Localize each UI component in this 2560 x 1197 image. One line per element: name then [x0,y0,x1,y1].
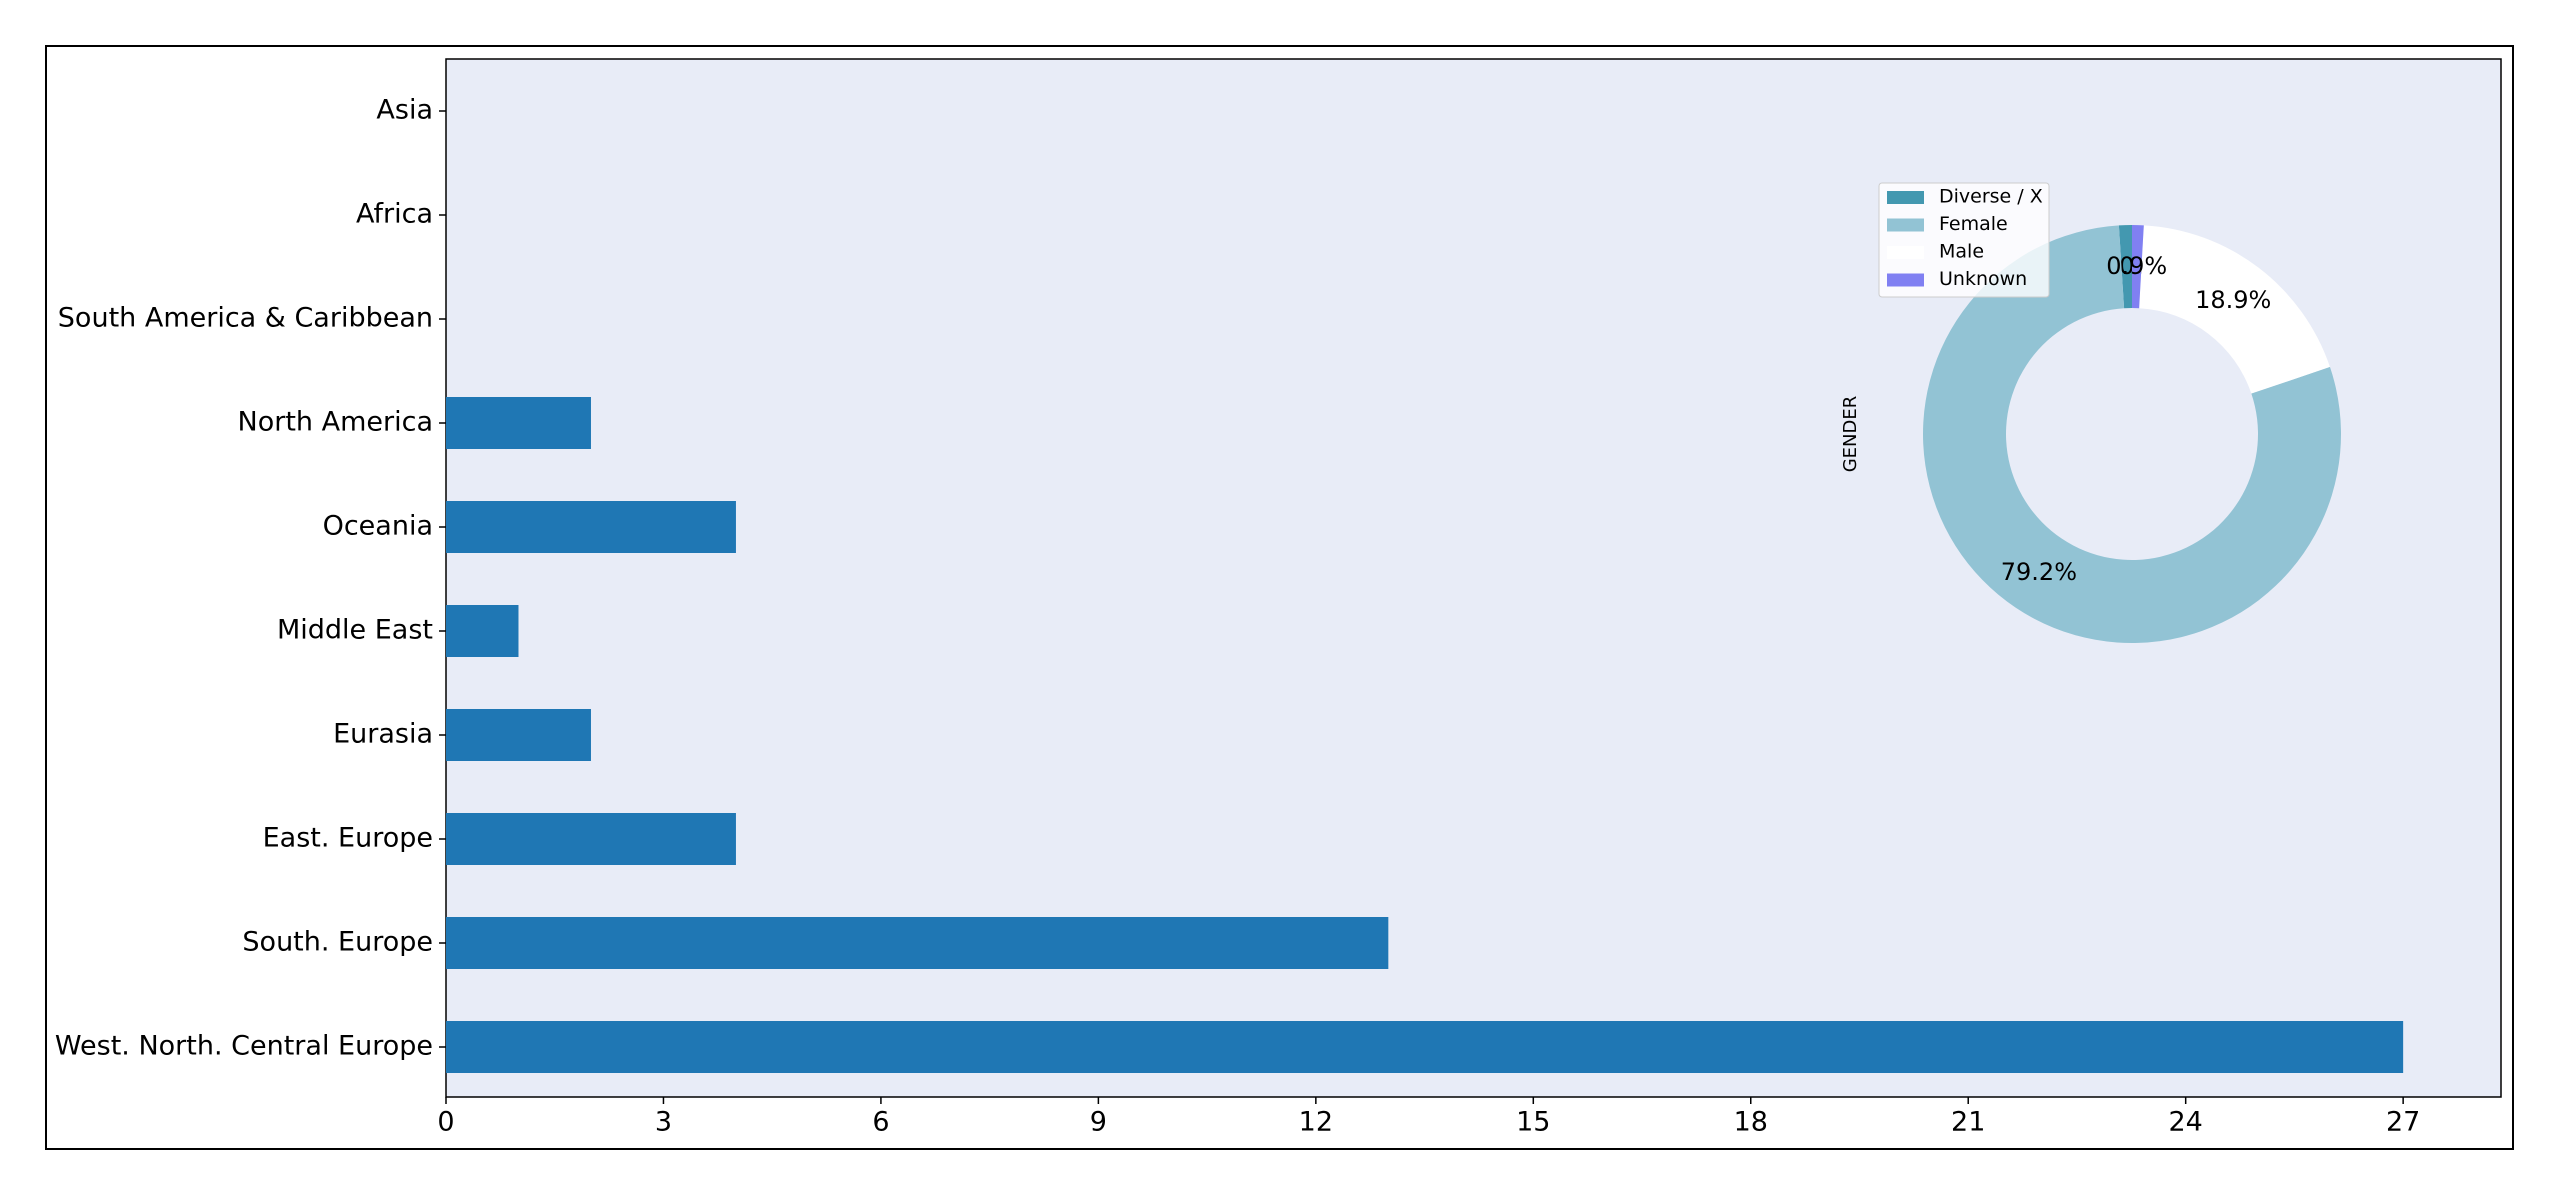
bar [446,709,591,761]
bar [446,1021,2404,1073]
wedge-label: 18.9% [2195,286,2271,314]
wedge [2139,225,2330,394]
bar [446,917,1389,969]
bar [446,501,736,553]
bar [446,813,736,865]
y-tick-label: North America [238,407,433,438]
y-tick-label: East. Europe [263,823,433,854]
y-tick-label: Eurasia [333,719,433,750]
x-tick-label: 21 [1951,1107,1985,1138]
y-tick-label: Middle East [277,615,433,646]
wedge [1923,225,2341,644]
x-tick-label: 27 [2386,1107,2420,1138]
wedge [2132,225,2144,309]
x-tick-label: 12 [1299,1107,1333,1138]
bar [446,605,519,657]
legend-box [1878,182,2050,298]
legend-label: Unknown [1939,268,2027,290]
legend-label: Diverse / X [1939,186,2043,208]
x-tick-label: 18 [1734,1107,1768,1138]
pie-ylabel: GENDER [1840,396,1861,473]
legend-label: Male [1939,241,1984,263]
y-tick-label: South America & Caribbean [58,303,433,334]
wedge [2118,225,2132,309]
x-tick-label: 9 [1090,1107,1107,1138]
x-tick-label: 24 [2169,1107,2203,1138]
bar [446,397,591,449]
y-tick-label: Oceania [323,511,433,542]
legend-swatch [1887,191,1924,204]
x-tick-label: 0 [437,1107,454,1138]
y-tick-label: West. North. Central Europe [55,1031,433,1062]
y-tick-label: Africa [356,199,433,230]
y-tick-label: South. Europe [242,927,433,958]
legend-swatch [1887,218,1924,232]
wedge-label: 79.2% [2001,558,2077,586]
x-tick-label: 15 [1516,1107,1550,1138]
legend-swatch [1887,246,1924,259]
y-tick-label: Asia [376,95,433,126]
x-tick-label: 6 [872,1107,889,1138]
legend-label: Female [1939,213,2008,235]
figure-frame [45,45,2514,1150]
legend-swatch [1887,273,1924,287]
x-tick-label: 3 [655,1107,672,1138]
wedge-label: 0.9% [2106,252,2167,280]
